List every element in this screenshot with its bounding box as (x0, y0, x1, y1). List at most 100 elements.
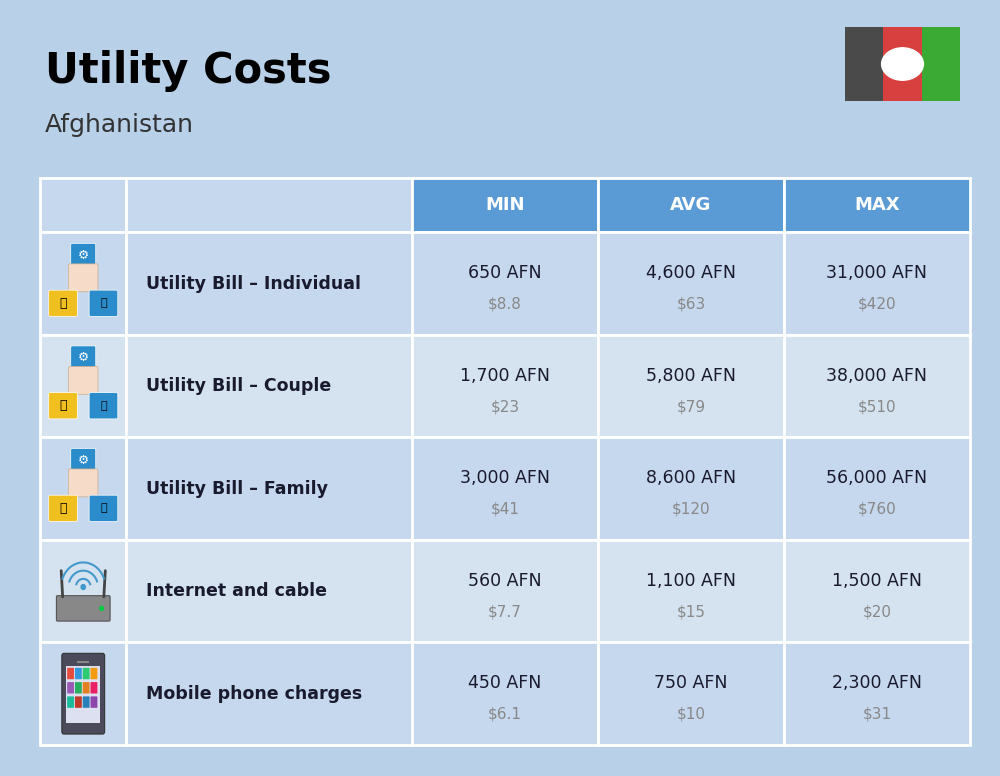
Text: $79: $79 (676, 399, 706, 414)
FancyBboxPatch shape (412, 540, 598, 643)
FancyBboxPatch shape (91, 668, 97, 679)
Text: $63: $63 (676, 296, 706, 312)
Text: 56,000 AFN: 56,000 AFN (826, 469, 928, 487)
FancyBboxPatch shape (126, 232, 412, 334)
Text: 1,700 AFN: 1,700 AFN (460, 367, 550, 385)
FancyBboxPatch shape (126, 334, 412, 438)
FancyBboxPatch shape (75, 682, 82, 694)
Text: $23: $23 (490, 399, 520, 414)
FancyBboxPatch shape (83, 696, 90, 708)
FancyBboxPatch shape (784, 643, 970, 745)
FancyBboxPatch shape (784, 540, 970, 643)
Text: 5,800 AFN: 5,800 AFN (646, 367, 736, 385)
FancyBboxPatch shape (75, 668, 82, 679)
FancyBboxPatch shape (40, 178, 126, 232)
FancyBboxPatch shape (67, 682, 74, 694)
FancyBboxPatch shape (412, 334, 598, 438)
FancyBboxPatch shape (598, 643, 784, 745)
Text: Utility Bill – Family: Utility Bill – Family (146, 480, 328, 497)
Text: 🔌: 🔌 (59, 400, 67, 412)
FancyBboxPatch shape (91, 696, 97, 708)
Text: $41: $41 (490, 501, 520, 517)
Text: 3,000 AFN: 3,000 AFN (460, 469, 550, 487)
Text: ⚙: ⚙ (78, 454, 89, 467)
Circle shape (81, 584, 85, 590)
FancyBboxPatch shape (83, 668, 90, 679)
Text: Mobile phone charges: Mobile phone charges (146, 684, 363, 703)
Text: 🚿: 🚿 (100, 298, 107, 308)
Text: Afghanistan: Afghanistan (45, 113, 194, 137)
Circle shape (882, 48, 923, 80)
Text: 4,600 AFN: 4,600 AFN (646, 265, 736, 282)
Text: 2,300 AFN: 2,300 AFN (832, 674, 922, 692)
FancyBboxPatch shape (49, 393, 77, 419)
FancyBboxPatch shape (598, 178, 784, 232)
Text: ⚙: ⚙ (78, 249, 89, 262)
Text: Internet and cable: Internet and cable (146, 582, 327, 600)
FancyBboxPatch shape (67, 668, 74, 679)
FancyBboxPatch shape (126, 178, 412, 232)
Text: Utility Costs: Utility Costs (45, 50, 332, 92)
FancyBboxPatch shape (40, 643, 126, 745)
Text: 750 AFN: 750 AFN (654, 674, 728, 692)
FancyBboxPatch shape (91, 682, 97, 694)
FancyBboxPatch shape (66, 666, 100, 723)
FancyBboxPatch shape (71, 244, 96, 267)
Text: 38,000 AFN: 38,000 AFN (826, 367, 928, 385)
FancyBboxPatch shape (56, 596, 110, 621)
Text: Utility Bill – Couple: Utility Bill – Couple (146, 377, 332, 395)
FancyBboxPatch shape (40, 232, 126, 334)
FancyBboxPatch shape (126, 438, 412, 540)
FancyBboxPatch shape (845, 27, 883, 101)
Text: $510: $510 (858, 399, 896, 414)
Text: AVG: AVG (670, 196, 712, 214)
Text: 🔌: 🔌 (59, 502, 67, 514)
FancyBboxPatch shape (75, 696, 82, 708)
Text: $120: $120 (672, 501, 710, 517)
Text: $7.7: $7.7 (488, 605, 522, 619)
FancyBboxPatch shape (71, 449, 96, 473)
Text: Utility Bill – Individual: Utility Bill – Individual (146, 275, 361, 293)
FancyBboxPatch shape (89, 393, 118, 419)
FancyBboxPatch shape (67, 696, 74, 708)
FancyBboxPatch shape (922, 27, 960, 101)
FancyBboxPatch shape (62, 653, 105, 734)
FancyBboxPatch shape (69, 264, 98, 292)
Text: 🔌: 🔌 (59, 296, 67, 310)
FancyBboxPatch shape (784, 178, 970, 232)
FancyBboxPatch shape (89, 290, 118, 317)
FancyBboxPatch shape (412, 178, 598, 232)
Text: 650 AFN: 650 AFN (468, 265, 542, 282)
Text: $6.1: $6.1 (488, 707, 522, 722)
Text: 31,000 AFN: 31,000 AFN (826, 265, 928, 282)
Circle shape (100, 606, 103, 611)
FancyBboxPatch shape (49, 495, 77, 521)
Text: $420: $420 (858, 296, 896, 312)
FancyBboxPatch shape (40, 540, 126, 643)
FancyBboxPatch shape (412, 643, 598, 745)
FancyBboxPatch shape (126, 540, 412, 643)
Text: MAX: MAX (854, 196, 900, 214)
FancyBboxPatch shape (89, 495, 118, 521)
FancyBboxPatch shape (83, 682, 90, 694)
FancyBboxPatch shape (126, 643, 412, 745)
Text: $15: $15 (676, 605, 706, 619)
FancyBboxPatch shape (784, 438, 970, 540)
FancyBboxPatch shape (598, 334, 784, 438)
Text: $31: $31 (862, 707, 892, 722)
Text: $10: $10 (676, 707, 706, 722)
FancyBboxPatch shape (71, 346, 96, 369)
Text: $8.8: $8.8 (488, 296, 522, 312)
Text: 450 AFN: 450 AFN (468, 674, 542, 692)
Text: ⚙: ⚙ (78, 352, 89, 364)
FancyBboxPatch shape (598, 438, 784, 540)
FancyBboxPatch shape (883, 27, 922, 101)
FancyBboxPatch shape (784, 232, 970, 334)
FancyBboxPatch shape (40, 438, 126, 540)
FancyBboxPatch shape (69, 469, 98, 497)
FancyBboxPatch shape (412, 438, 598, 540)
FancyBboxPatch shape (49, 290, 77, 317)
Text: 🚿: 🚿 (100, 400, 107, 411)
FancyBboxPatch shape (598, 540, 784, 643)
FancyBboxPatch shape (412, 232, 598, 334)
